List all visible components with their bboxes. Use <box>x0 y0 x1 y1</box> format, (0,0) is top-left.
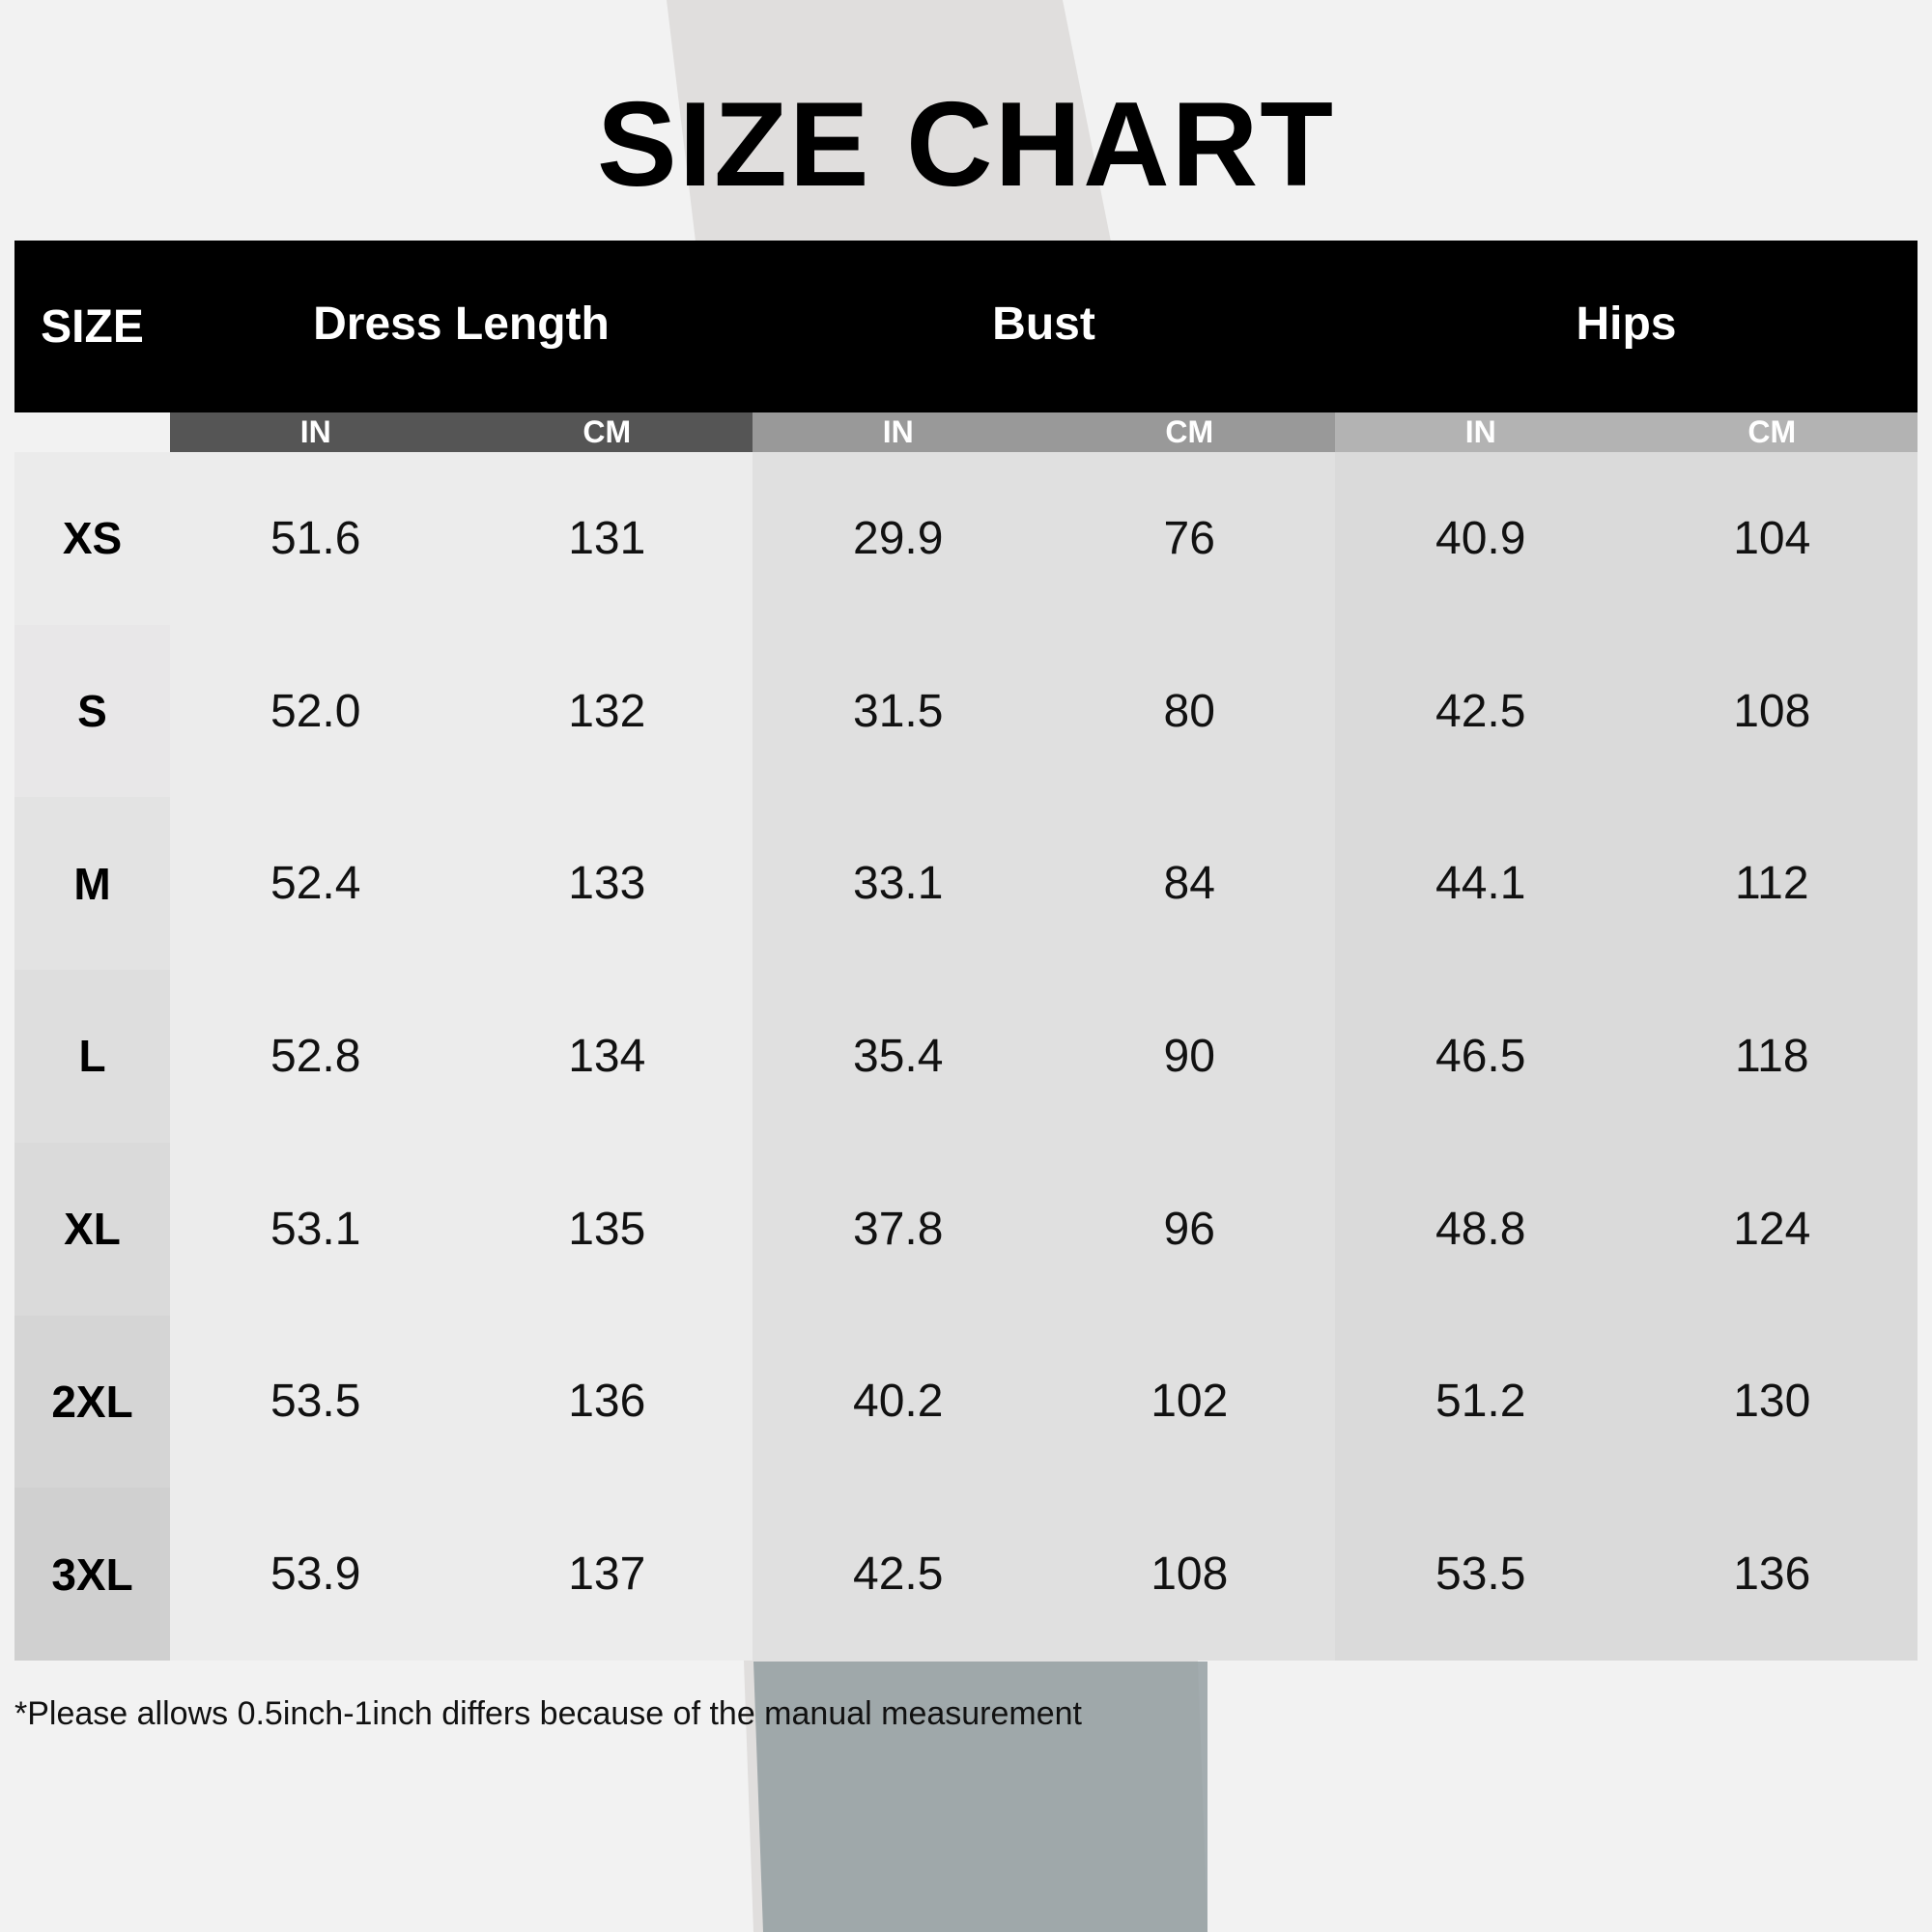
unit-bar <box>170 412 753 452</box>
value-cell: 135 <box>568 1203 646 1255</box>
value-cell: 51.2 <box>1435 1376 1526 1428</box>
data-column-bg <box>170 452 753 1661</box>
header-cell: Hips <box>1576 298 1677 350</box>
footnote: *Please allows 0.5inch-1inch differs bec… <box>14 1695 1082 1732</box>
value-cell: 124 <box>1733 1203 1811 1255</box>
value-cell: 133 <box>568 858 646 910</box>
value-cell: 136 <box>568 1376 646 1428</box>
unit-label: CM <box>582 414 632 449</box>
value-cell: 42.5 <box>853 1548 944 1601</box>
value-cell: 52.8 <box>270 1030 361 1082</box>
value-cell: 40.2 <box>853 1376 944 1428</box>
header-cell: SIZE <box>41 300 144 353</box>
value-cell: 102 <box>1151 1376 1229 1428</box>
value-cell: 31.5 <box>853 685 944 737</box>
size-cell: 2XL <box>14 1315 170 1489</box>
value-cell: 134 <box>568 1030 646 1082</box>
value-cell: 29.9 <box>853 512 944 564</box>
value-cell: 80 <box>1163 685 1215 737</box>
unit-label: IN <box>299 414 331 449</box>
size-cell: S <box>14 624 170 798</box>
unit-label: CM <box>1747 414 1797 449</box>
value-cell: 37.8 <box>853 1203 944 1255</box>
data-column-bg <box>1335 452 1918 1661</box>
value-cell: 53.5 <box>1435 1548 1526 1601</box>
size-cell: XS <box>14 452 170 625</box>
value-cell: 53.5 <box>270 1376 361 1428</box>
unit-label: IN <box>1464 414 1496 449</box>
unit-bar <box>1335 412 1918 452</box>
value-cell: 52.4 <box>270 858 361 910</box>
value-cell: 118 <box>1734 1030 1809 1082</box>
value-cell: 136 <box>1733 1548 1811 1601</box>
size-cell: 3XL <box>14 1488 170 1661</box>
value-cell: 52.0 <box>270 685 361 737</box>
unit-bar <box>753 412 1335 452</box>
title: SIZE CHART <box>597 78 1335 212</box>
value-cell: 108 <box>1733 685 1811 737</box>
value-cell: 104 <box>1733 512 1811 564</box>
value-cell: 132 <box>568 685 646 737</box>
value-cell: 53.1 <box>270 1203 361 1255</box>
size-cell: L <box>14 970 170 1143</box>
data-column-bg <box>753 452 1335 1661</box>
value-cell: 53.9 <box>270 1548 361 1601</box>
value-cell: 84 <box>1163 858 1215 910</box>
value-cell: 46.5 <box>1435 1030 1526 1082</box>
header-cell: Bust <box>992 298 1095 350</box>
value-cell: 44.1 <box>1435 858 1526 910</box>
header-cell: Dress Length <box>313 298 610 350</box>
value-cell: 108 <box>1151 1548 1229 1601</box>
unit-label: IN <box>882 414 914 449</box>
value-cell: 76 <box>1163 512 1215 564</box>
unit-label: CM <box>1165 414 1214 449</box>
value-cell: 96 <box>1163 1203 1215 1255</box>
value-cell: 137 <box>568 1548 646 1601</box>
value-cell: 33.1 <box>853 858 944 910</box>
header-bar <box>14 241 1918 412</box>
value-cell: 40.9 <box>1435 512 1526 564</box>
value-cell: 131 <box>568 512 646 564</box>
value-cell: 48.8 <box>1435 1203 1526 1255</box>
value-cell: 35.4 <box>853 1030 944 1082</box>
value-cell: 51.6 <box>270 512 361 564</box>
value-cell: 130 <box>1733 1376 1811 1428</box>
value-cell: 90 <box>1163 1030 1215 1082</box>
value-cell: 42.5 <box>1435 685 1526 737</box>
size-cell: M <box>14 797 170 971</box>
size-cell: XL <box>14 1142 170 1316</box>
value-cell: 112 <box>1734 858 1809 910</box>
